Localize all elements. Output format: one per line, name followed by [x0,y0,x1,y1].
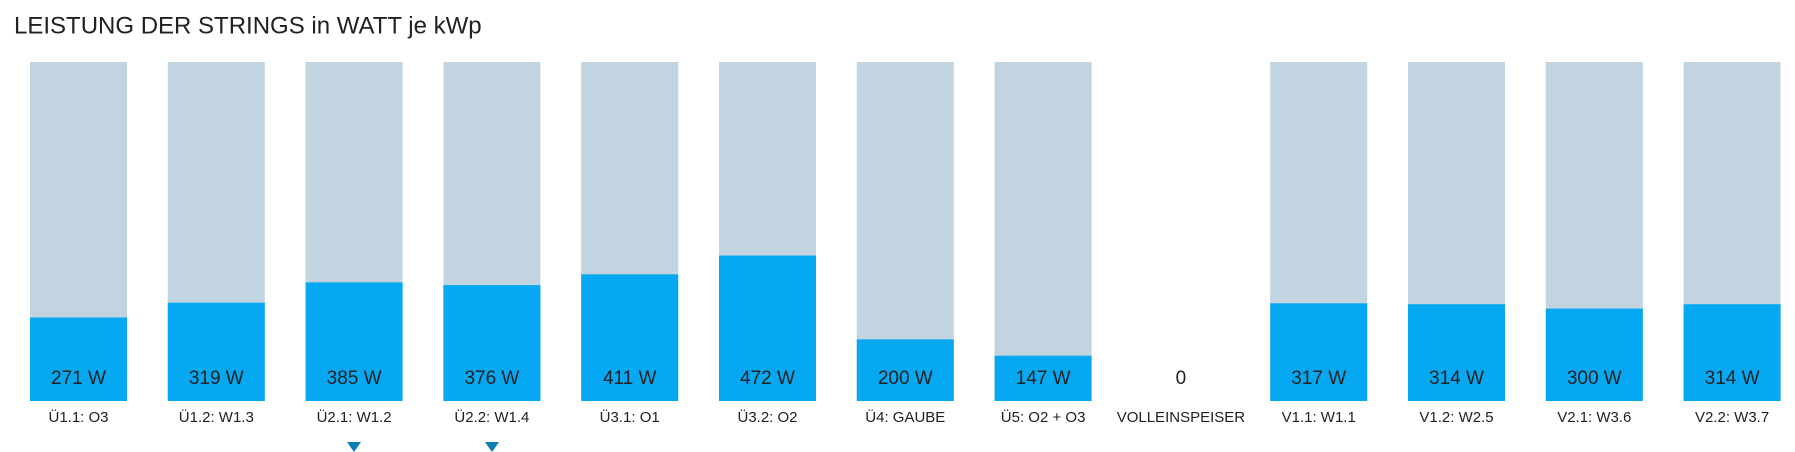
category-label: V1.1: W1.1 [1282,409,1356,426]
value-label: 376 W [464,368,519,389]
category-label: V2.1: W3.6 [1557,409,1631,426]
marker-triangle [347,442,361,452]
category-label: Ü4: GAUBE [865,408,945,426]
category-label: V1.2: W2.5 [1419,409,1493,426]
bar [1545,308,1643,401]
bar [30,317,127,401]
bar [167,302,265,401]
marker-triangle [485,442,499,452]
category-label: VOLLEINSPEISER [1117,409,1246,426]
value-label: 319 W [189,368,244,389]
category-label: Ü3.1: O1 [600,408,660,426]
value-label: 0 [1176,368,1187,389]
bar-track [994,62,1092,401]
category-label: V2.2: W3.7 [1695,409,1769,426]
chart-title: LEISTUNG DER STRINGS in WATT je kWp [14,12,482,39]
value-label: 147 W [1016,368,1071,389]
bar [719,255,816,401]
value-label: 314 W [1429,368,1484,389]
bar [443,285,541,401]
category-label: Ü5: O2 + O3 [1001,408,1086,426]
value-label: 411 W [603,368,657,389]
bar [994,355,1092,401]
category-label: Ü3.2: O2 [737,408,797,426]
bar [581,274,679,401]
bar [305,282,403,401]
bar [1270,303,1368,401]
value-label: 472 W [740,368,795,389]
value-label: 200 W [878,368,933,389]
value-label: 314 W [1705,368,1760,389]
category-label: Ü1.2: W1.3 [179,408,254,426]
category-label: Ü2.2: W1.4 [454,408,529,426]
bar [856,339,954,401]
bar [1408,304,1505,401]
category-label: Ü2.1: W1.2 [317,408,392,426]
value-label: 271 W [51,368,106,389]
value-label: 317 W [1291,368,1346,389]
category-label: Ü1.1: O3 [48,408,108,426]
bar [1683,304,1781,401]
value-label: 300 W [1567,368,1622,389]
value-label: 385 W [327,368,382,389]
